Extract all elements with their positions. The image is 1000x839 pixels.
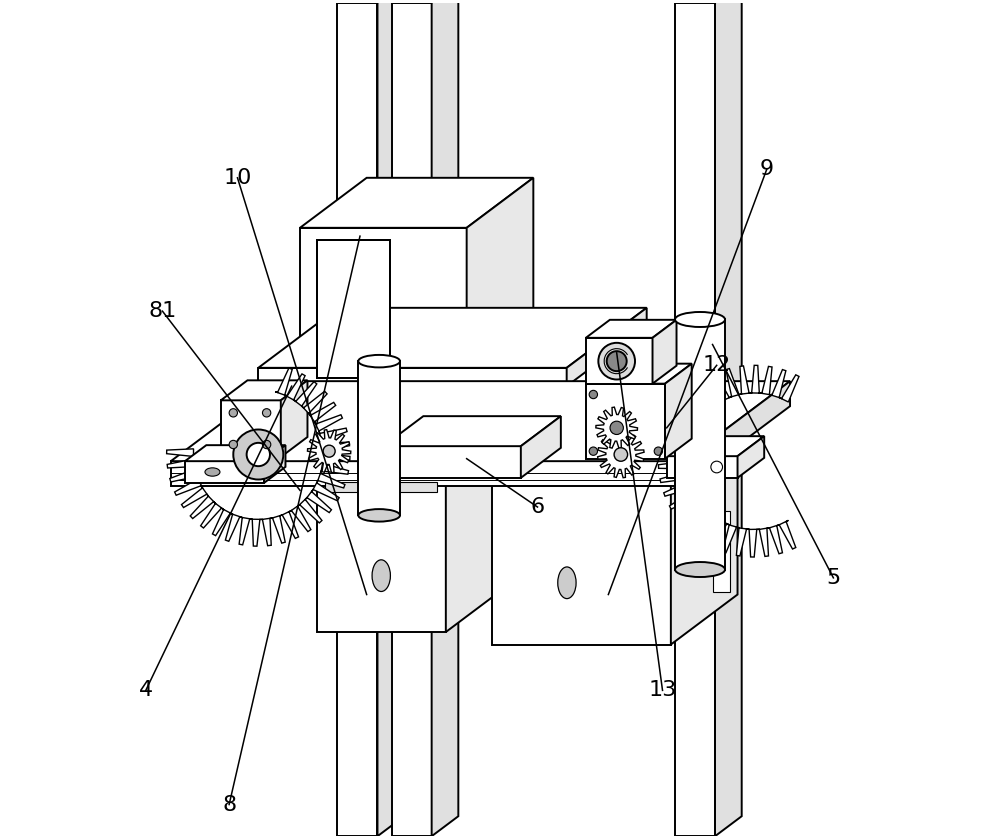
Text: 81: 81 <box>148 301 177 321</box>
Polygon shape <box>667 436 764 456</box>
Circle shape <box>711 461 723 473</box>
Polygon shape <box>521 416 561 478</box>
Circle shape <box>611 422 623 434</box>
Circle shape <box>247 443 270 466</box>
Polygon shape <box>667 456 738 478</box>
Polygon shape <box>586 320 677 338</box>
Bar <box>392 3 432 836</box>
Text: 4: 4 <box>139 680 153 701</box>
Ellipse shape <box>372 560 390 591</box>
Polygon shape <box>377 0 404 836</box>
Text: 10: 10 <box>223 168 252 188</box>
Ellipse shape <box>675 312 725 327</box>
Polygon shape <box>446 440 505 632</box>
Polygon shape <box>492 432 738 482</box>
Text: 12: 12 <box>703 356 731 375</box>
Circle shape <box>654 447 663 456</box>
Circle shape <box>607 352 627 371</box>
Circle shape <box>598 343 635 379</box>
Polygon shape <box>167 368 350 546</box>
Bar <box>675 3 715 836</box>
Circle shape <box>262 409 271 417</box>
Polygon shape <box>307 430 351 472</box>
Polygon shape <box>567 308 647 386</box>
Polygon shape <box>171 381 790 461</box>
Polygon shape <box>671 432 738 644</box>
Circle shape <box>589 447 598 456</box>
Polygon shape <box>358 361 400 515</box>
Polygon shape <box>492 482 671 644</box>
Polygon shape <box>281 380 307 457</box>
Polygon shape <box>221 380 307 400</box>
Polygon shape <box>221 400 281 457</box>
Polygon shape <box>467 178 533 386</box>
Polygon shape <box>665 363 692 459</box>
Ellipse shape <box>675 562 725 577</box>
Polygon shape <box>185 461 264 482</box>
Circle shape <box>229 409 237 417</box>
Bar <box>171 461 683 486</box>
Text: 13: 13 <box>648 680 677 701</box>
Polygon shape <box>264 446 285 482</box>
Polygon shape <box>596 407 638 449</box>
Ellipse shape <box>358 355 400 367</box>
Bar <box>317 240 390 378</box>
Polygon shape <box>715 0 742 836</box>
Polygon shape <box>317 440 505 483</box>
Circle shape <box>589 390 598 399</box>
Polygon shape <box>658 365 799 557</box>
Polygon shape <box>586 363 692 383</box>
Circle shape <box>229 440 237 449</box>
Ellipse shape <box>358 509 400 522</box>
Polygon shape <box>383 416 561 446</box>
Circle shape <box>610 421 623 435</box>
Circle shape <box>614 448 628 461</box>
Polygon shape <box>185 446 285 461</box>
Polygon shape <box>598 431 644 477</box>
Circle shape <box>323 446 335 457</box>
Polygon shape <box>683 381 790 486</box>
Circle shape <box>262 440 271 449</box>
Polygon shape <box>317 483 446 632</box>
Polygon shape <box>738 436 764 478</box>
Polygon shape <box>586 383 665 459</box>
Bar <box>713 511 730 592</box>
Text: 8: 8 <box>222 795 236 815</box>
Polygon shape <box>258 367 567 386</box>
Bar <box>325 482 437 492</box>
Ellipse shape <box>205 468 220 477</box>
Polygon shape <box>258 308 647 367</box>
Circle shape <box>233 430 283 480</box>
Text: 9: 9 <box>760 159 774 180</box>
Ellipse shape <box>558 567 576 598</box>
Polygon shape <box>675 320 725 570</box>
Text: 6: 6 <box>530 497 545 517</box>
Polygon shape <box>586 338 653 383</box>
Bar <box>337 3 377 836</box>
Polygon shape <box>300 228 467 386</box>
Polygon shape <box>653 320 677 383</box>
Polygon shape <box>383 446 521 478</box>
Text: 5: 5 <box>826 568 841 588</box>
Polygon shape <box>432 0 458 836</box>
Polygon shape <box>300 178 533 228</box>
